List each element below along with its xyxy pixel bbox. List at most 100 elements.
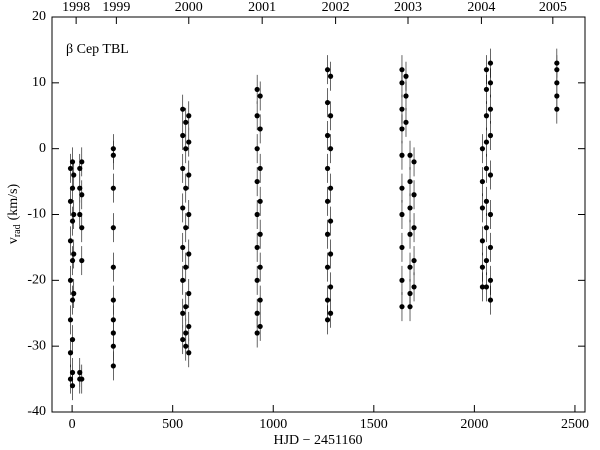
data-point — [399, 126, 405, 132]
data-point — [77, 185, 83, 191]
data-point — [110, 264, 116, 270]
data-point — [407, 205, 413, 211]
data-point — [399, 185, 405, 191]
data-point — [324, 99, 331, 106]
data-point — [324, 67, 331, 73]
y-label-main: v — [6, 237, 21, 244]
data-point — [411, 225, 417, 231]
data-point — [479, 205, 486, 211]
data-point — [183, 225, 189, 231]
data-point — [186, 290, 192, 297]
y-label-sub: rad — [12, 224, 23, 237]
data-point — [257, 323, 263, 330]
data-point — [487, 132, 494, 139]
data-point — [324, 132, 331, 139]
data-point — [399, 152, 405, 158]
data-point — [324, 198, 331, 204]
data-point — [71, 251, 77, 257]
data-point — [110, 225, 116, 231]
x-tick-label: 1000 — [259, 417, 287, 432]
data-point — [324, 231, 331, 237]
data-point — [399, 277, 405, 283]
data-point — [186, 350, 192, 356]
y-axis-label: vrad (km/s) — [6, 184, 23, 245]
y-tick-label: 10 — [32, 75, 46, 90]
top-tick-label: 2005 — [539, 0, 567, 15]
y-label-unit: (km/s) — [6, 184, 21, 221]
data-point — [257, 264, 263, 270]
data-point — [77, 369, 83, 376]
data-point — [479, 238, 486, 244]
data-point — [411, 257, 417, 264]
data-point — [257, 297, 263, 303]
data-point — [254, 178, 260, 185]
x-axis-label: HJD − 2451160 — [273, 433, 362, 448]
data-point — [180, 132, 186, 139]
data-point — [403, 119, 409, 125]
data-point — [183, 119, 189, 125]
data-point — [399, 211, 405, 218]
data-point — [254, 330, 260, 336]
data-point — [479, 264, 486, 270]
top-tick-label: 2002 — [322, 0, 350, 15]
data-point — [483, 198, 490, 204]
annotation: β Cep TBL — [66, 42, 129, 57]
data-point — [327, 218, 334, 224]
data-point — [69, 297, 76, 303]
data-point — [186, 113, 192, 119]
data-point — [487, 172, 494, 178]
data-point — [487, 277, 494, 283]
top-tick-label: 2000 — [175, 0, 203, 15]
data-point — [110, 363, 116, 369]
data-point — [483, 113, 490, 119]
data-point — [67, 277, 74, 283]
data-point — [67, 376, 74, 382]
data-point — [180, 106, 186, 112]
top-tick-label: 2003 — [394, 0, 422, 15]
data-point — [69, 257, 76, 264]
data-point — [180, 165, 186, 172]
data-point — [327, 185, 334, 191]
data-point — [69, 159, 76, 165]
data-point — [487, 80, 494, 86]
data-point — [186, 172, 192, 178]
data-point — [77, 211, 83, 218]
data-point — [69, 185, 76, 191]
data-point — [487, 106, 494, 112]
data-point — [483, 86, 490, 93]
data-point — [180, 205, 186, 211]
data-point — [483, 67, 490, 73]
data-point — [327, 113, 334, 119]
top-tick-label: 1998 — [62, 0, 90, 15]
data-point — [183, 343, 189, 349]
data-point — [327, 146, 334, 152]
data-point — [324, 297, 331, 303]
data-point — [407, 264, 413, 270]
data-point — [183, 185, 189, 191]
data-point — [487, 297, 494, 303]
data-point — [67, 350, 74, 356]
data-point — [487, 244, 494, 251]
data-point — [79, 225, 85, 231]
x-tick-label: 1500 — [360, 417, 388, 432]
data-point — [479, 178, 486, 185]
y-tick-label: 20 — [32, 9, 46, 24]
data-point — [254, 146, 260, 152]
data-point — [407, 152, 413, 158]
top-tick-label: 1999 — [102, 0, 130, 15]
x-tick-label: 2000 — [460, 417, 488, 432]
data-point — [183, 304, 189, 310]
data-point — [399, 244, 405, 251]
data-point — [407, 304, 413, 310]
data-point — [324, 165, 331, 172]
data-point — [186, 211, 192, 218]
data-point — [67, 198, 74, 204]
data-point — [399, 304, 405, 310]
data-point — [180, 277, 186, 283]
data-point — [183, 264, 189, 270]
data-point — [487, 60, 494, 66]
data-point — [180, 310, 186, 316]
data-point — [411, 284, 417, 290]
data-point — [71, 290, 77, 297]
